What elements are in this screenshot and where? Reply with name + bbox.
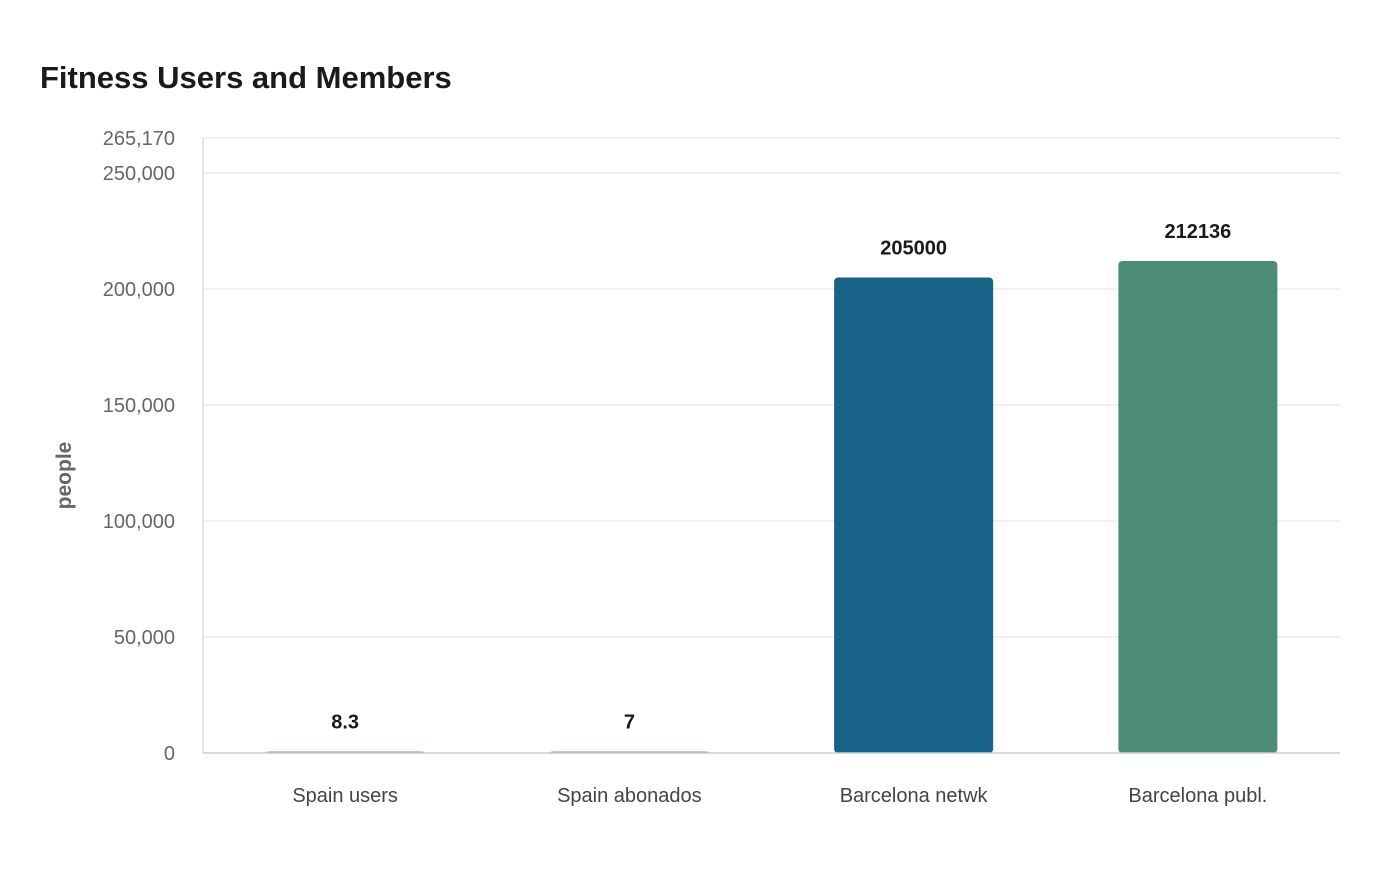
x-tick-label: Barcelona publ. (1128, 785, 1267, 807)
y-tick-label: 50,000 (114, 627, 175, 649)
data-label: 7 (624, 712, 635, 734)
y-tick-label: 200,000 (103, 279, 175, 301)
y-tick-label: 150,000 (103, 395, 175, 417)
chart-title: Fitness Users and Members (40, 60, 452, 95)
y-tick-label: 100,000 (103, 511, 175, 533)
x-tick-label: Spain users (292, 785, 398, 807)
bars (265, 261, 1278, 753)
data-label: 205000 (880, 238, 947, 260)
y-axis-ticks: 0 50,000 100,000 150,000 200,000 250,000 265,1… (103, 128, 175, 765)
gridlines (203, 137, 1340, 638)
data-labels: 8.3 7 205000 212136 (331, 221, 1231, 734)
data-label: 212136 (1165, 221, 1232, 243)
x-tick-label: Spain abonados (557, 785, 702, 807)
y-axis-title: people (53, 442, 76, 510)
y-tick-label: 0 (164, 743, 175, 765)
data-label: 8.3 (331, 712, 359, 734)
bar (1118, 261, 1278, 753)
x-axis-ticks: Spain users Spain abonados Barcelona netwk… (292, 785, 1267, 807)
y-tick-label: 250,000 (103, 163, 175, 185)
bar (834, 277, 994, 753)
x-tick-label: Barcelona netwk (840, 785, 989, 807)
y-tick-label: 265,170 (103, 128, 175, 150)
